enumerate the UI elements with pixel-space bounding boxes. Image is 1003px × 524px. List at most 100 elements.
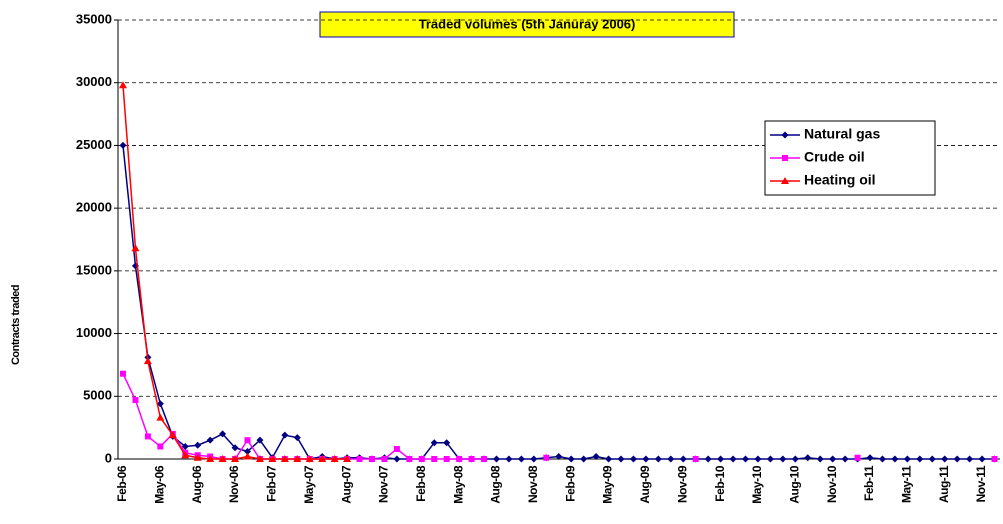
data-point [791, 455, 799, 463]
data-point [941, 455, 949, 463]
x-tick-label: Nov-09 [675, 465, 689, 503]
data-point [829, 455, 837, 463]
data-point [878, 455, 886, 463]
legend-marker [782, 155, 788, 161]
chart-title: Traded volumes (5th Januray 2006) [419, 16, 636, 31]
data-point [194, 441, 202, 449]
x-tick-label: May-08 [451, 465, 465, 504]
data-point [219, 430, 227, 438]
y-tick-label: 10000 [76, 325, 112, 340]
data-point [231, 444, 239, 452]
data-point [131, 244, 140, 252]
data-point [156, 413, 165, 421]
data-point [218, 455, 227, 462]
data-point [305, 455, 314, 462]
data-point [505, 455, 513, 463]
data-point [916, 455, 924, 463]
data-point [617, 455, 625, 463]
data-point [443, 456, 450, 462]
data-point [293, 455, 302, 462]
x-tick-label: Aug-09 [638, 465, 652, 503]
data-point [580, 455, 588, 463]
data-point [120, 370, 126, 377]
data-point [866, 454, 874, 462]
x-tick-label: Nov-11 [974, 465, 988, 502]
data-point [255, 455, 264, 462]
data-point [280, 455, 289, 462]
data-point [318, 455, 327, 462]
x-tick-label: Feb-11 [862, 465, 876, 501]
data-point [144, 433, 151, 440]
data-point [431, 456, 438, 462]
data-point [244, 447, 251, 455]
data-point [903, 455, 911, 463]
data-point [642, 455, 650, 463]
legend-label: Heating oil [804, 172, 876, 188]
data-point [766, 455, 774, 463]
data-point [181, 442, 189, 450]
legend-label: Crude oil [804, 149, 865, 165]
data-point [206, 436, 214, 444]
y-axis-label: Contracts traded [10, 285, 22, 365]
y-tick-label: 20000 [76, 200, 112, 215]
data-point [393, 445, 400, 452]
data-point [119, 141, 127, 149]
data-point [543, 454, 550, 461]
x-tick-label: May-11 [900, 465, 914, 503]
data-point [157, 443, 164, 450]
x-tick-label: Aug-06 [190, 465, 204, 503]
data-point [243, 452, 252, 460]
data-point [281, 431, 289, 439]
data-point [132, 397, 139, 404]
data-point [966, 455, 974, 463]
x-tick-label: May-10 [750, 465, 764, 504]
x-tick-label: Feb-09 [563, 465, 577, 502]
data-point [742, 455, 749, 463]
data-point [193, 453, 202, 461]
x-tick-label: Aug-08 [489, 465, 503, 503]
data-point [443, 439, 451, 447]
data-point [369, 456, 375, 462]
x-tick-label: Nov-06 [227, 465, 241, 503]
x-tick-label: Feb-08 [414, 465, 428, 502]
data-point [206, 455, 215, 462]
data-point [231, 455, 240, 462]
y-tick-label: 15000 [76, 262, 112, 277]
data-point [592, 452, 600, 460]
data-point [156, 400, 164, 408]
series-line [122, 85, 348, 460]
y-tick-label: 0 [105, 450, 112, 465]
data-point [343, 455, 352, 462]
data-point [244, 437, 251, 444]
data-point [841, 455, 849, 463]
data-point [430, 439, 438, 447]
data-point [256, 436, 264, 444]
data-point [729, 455, 737, 463]
data-point [667, 455, 675, 463]
legend-label: Natural gas [804, 126, 880, 142]
x-tick-label: Nov-08 [526, 465, 540, 503]
y-tick-label: 35000 [76, 11, 112, 26]
x-tick-label: Aug-10 [787, 465, 801, 503]
data-point [293, 434, 301, 442]
data-point [717, 455, 725, 463]
x-tick-label: Aug-07 [339, 465, 353, 503]
data-point [779, 455, 787, 463]
x-tick-label: May-07 [302, 465, 316, 504]
y-tick-label: 25000 [76, 137, 112, 152]
data-point [406, 456, 413, 462]
data-point [567, 455, 575, 463]
x-tick-label: Aug-11 [937, 465, 951, 503]
data-point [679, 455, 687, 463]
x-tick-label: Feb-06 [115, 465, 129, 502]
x-tick-label: May-06 [153, 465, 167, 504]
data-point [381, 456, 388, 462]
data-point [654, 455, 662, 463]
data-point [804, 454, 812, 462]
title-box [319, 11, 735, 38]
data-point [456, 456, 463, 462]
y-tick-label: 30000 [76, 74, 112, 89]
x-tick-label: May-09 [601, 465, 615, 504]
data-point [493, 455, 500, 463]
data-point [418, 456, 425, 462]
